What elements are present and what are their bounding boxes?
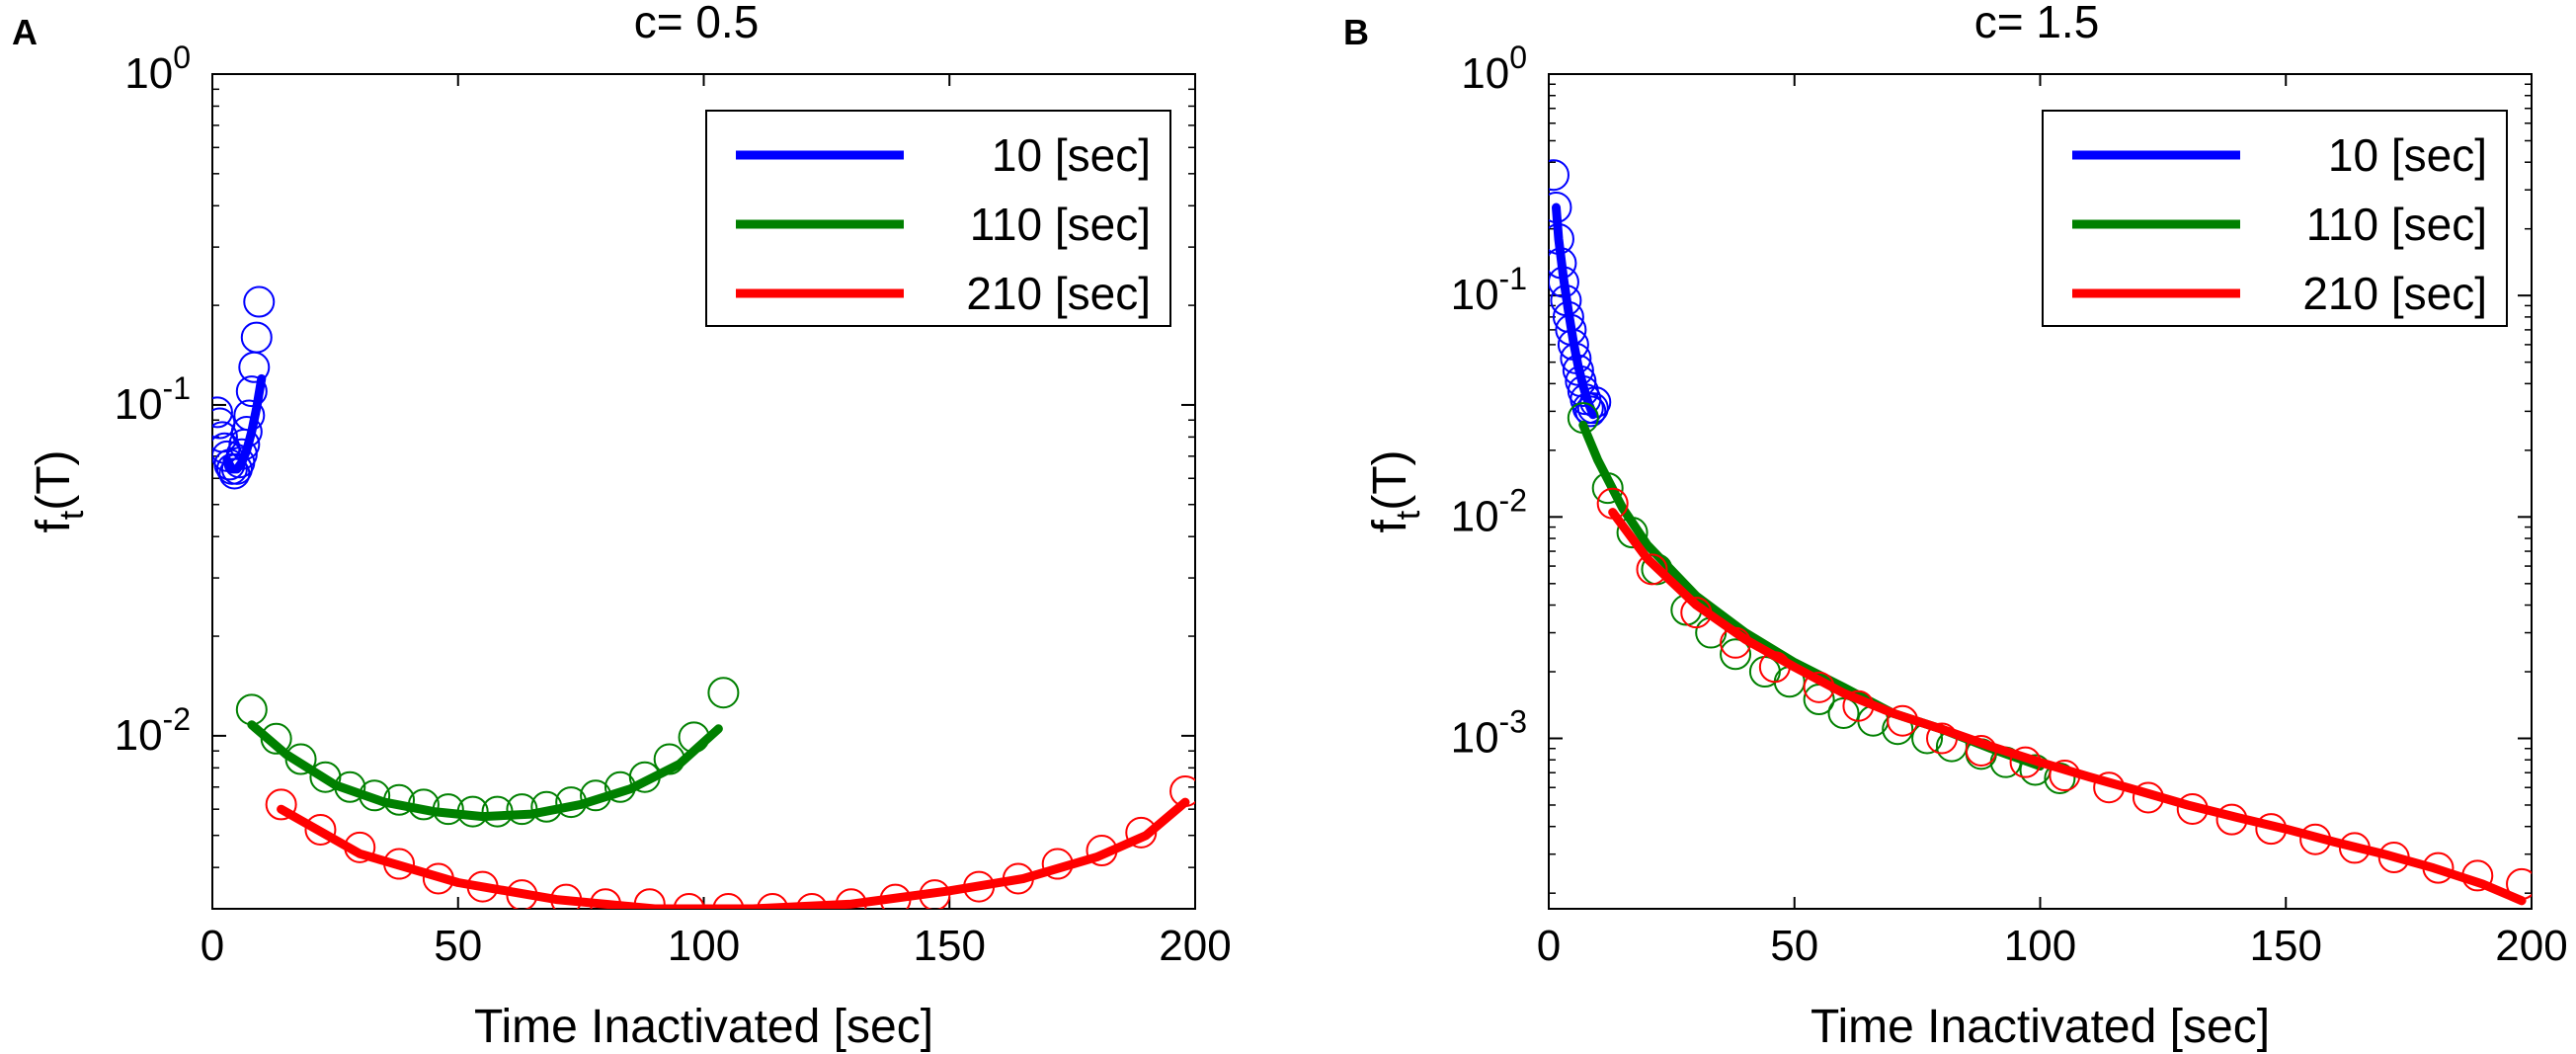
data-point [304,813,337,846]
y-tick-exponent: -2 [163,701,191,737]
data-point [1549,159,1570,192]
series-10 [212,285,276,490]
series-210 [1596,487,2532,906]
data-point [265,788,297,821]
data-point [707,677,740,709]
y-tick-label: 100 [1461,40,1527,98]
data-point [235,375,268,408]
x-tick-label: 100 [2004,922,2076,970]
fit-line [1552,203,1598,420]
y-tick-base: 10 [1451,713,1499,762]
data-point [212,396,233,429]
chart-title: c= 1.5 [1974,0,2100,47]
x-tick-label: 100 [668,922,740,970]
legend-entry-label: 10 [sec] [2328,129,2487,181]
plot-area [212,285,1195,909]
y-tick-label: 10-2 [1451,482,1527,540]
y-tick-base: 10 [1451,492,1499,540]
legend-entry-label: 110 [sec] [2306,199,2487,250]
y-axis-label: ft(T) [1364,449,1427,532]
y-axis-label-main: f [28,520,80,533]
y-tick-exponent: 0 [173,40,191,75]
x-tick-label: 0 [201,922,224,970]
fit-line [1578,420,2045,770]
y-axis-label-main: f [1364,520,1416,533]
series-210 [265,774,1195,909]
data-point [1576,392,1609,425]
legend-entry-label: 210 [sec] [2302,268,2487,319]
data-point [795,893,828,909]
x-axis-label: Time Inactivated [sec] [474,1001,933,1053]
x-axis-label: Time Inactivated [sec] [1811,1001,2270,1053]
data-point [243,285,276,318]
legend-entry-label: 110 [sec] [970,199,1151,250]
y-tick-base: 10 [1451,271,1499,319]
y-tick-base: 10 [1461,49,1509,98]
y-tick-base: 10 [115,380,163,429]
legend-entry-label: 210 [sec] [966,268,1151,319]
data-point [757,893,789,909]
x-tick-label: 150 [2250,922,2322,970]
x-tick-label: 150 [914,922,986,970]
legend: 10 [sec] 110 [sec] 210 [sec] [705,110,1171,327]
legend-entry-label: 10 [sec] [992,129,1151,181]
fit-line [277,797,1190,909]
fit-line [247,720,723,822]
y-tick-exponent: 0 [1509,40,1527,75]
data-point [235,693,268,726]
y-axis-label: ft(T) [28,449,91,532]
y-tick-label: 10-1 [115,370,191,429]
data-point [1827,696,1860,729]
series-110 [1567,402,2076,794]
y-axis-label-subscript: t [53,510,91,520]
x-tick-label: 200 [1159,922,1231,970]
data-point [240,321,273,354]
series-110 [235,677,740,828]
y-tick-exponent: -1 [1499,261,1527,296]
plot-area [1549,159,2532,906]
y-tick-label: 10-2 [115,701,191,760]
y-tick-exponent: -1 [163,370,191,406]
legend: 10 [sec] 110 [sec] 210 [sec] [2042,110,2508,327]
y-tick-base: 10 [115,711,163,760]
data-point [673,893,705,909]
x-tick-label: 200 [2495,922,2567,970]
fit-line [1608,508,2527,906]
data-point [712,893,745,909]
fit-line [222,373,267,474]
x-tick-label: 50 [434,922,482,970]
y-tick-exponent: -2 [1499,482,1527,518]
series-10 [1549,159,1612,428]
y-axis-label-subscript: t [1390,510,1427,520]
x-tick-label: 0 [1537,922,1561,970]
chart-title: c= 0.5 [634,0,760,47]
y-tick-label: 10-3 [1451,703,1527,762]
panel-label: B [1343,12,1369,52]
y-tick-base: 10 [124,49,173,98]
data-point [1636,553,1668,586]
data-point [1720,638,1752,671]
panel-label: A [12,12,38,52]
y-axis-label-tail: (T) [28,449,80,510]
y-axis-label-tail: (T) [1364,449,1416,510]
x-tick-label: 50 [1770,922,1818,970]
y-tick-label: 10-1 [1451,261,1527,319]
y-tick-exponent: -3 [1499,703,1527,739]
y-tick-label: 100 [124,40,191,98]
